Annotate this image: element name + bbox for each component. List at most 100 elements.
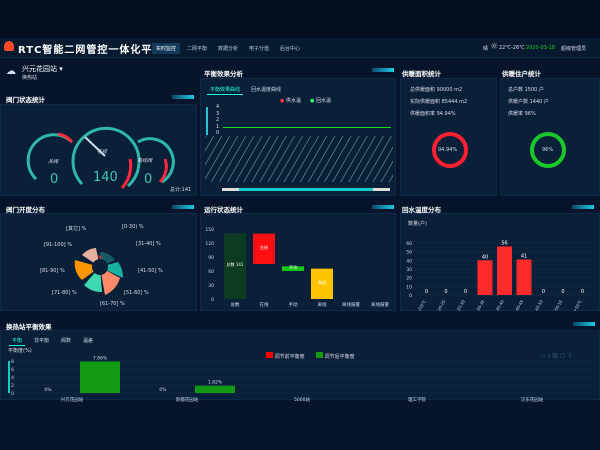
nav-analysis[interactable]: 数据分析 (218, 46, 239, 52)
panel-decoration (372, 205, 394, 209)
y-tick: 30 (208, 283, 214, 289)
bar-label: 在线 (260, 244, 268, 250)
x-tick: 离线 (318, 301, 327, 308)
y-tick: 4 (11, 375, 14, 381)
nav-realtime[interactable]: 实时监控 (152, 43, 181, 54)
rose-label: [41-50] % (138, 268, 163, 274)
user-menu[interactable]: 超级管理员 (561, 46, 587, 52)
legend-swatch (316, 352, 323, 358)
y-tick: 6 (11, 367, 14, 373)
y-tick: 0 (211, 297, 214, 303)
y-tick: 2 (11, 383, 14, 389)
x-tick: 45-50 (534, 299, 544, 311)
panel-decoration (573, 322, 595, 326)
rose-label: [其它] % (66, 226, 87, 232)
bar-value: 56 (501, 240, 507, 246)
y-tick: 50 (406, 250, 412, 256)
bar (253, 233, 275, 264)
tab-balance-curve[interactable]: 平衡效果曲线 (207, 85, 244, 95)
balance-title: 平衡效果分析 (204, 70, 243, 78)
station-select[interactable]: 兴元花园站 ▾ (22, 65, 63, 73)
bar (497, 246, 512, 295)
x-tick: 40-45 (514, 299, 524, 311)
y-tick: 60 (406, 241, 412, 247)
cloud-icon: ☁ (6, 66, 16, 77)
nav-admin[interactable]: 后台中心 (280, 46, 301, 52)
bar-value: 0% (159, 387, 167, 393)
rose-chart (74, 248, 124, 295)
return-temp-title: 回水温度分布 (402, 206, 441, 214)
chart-toolbox-icons[interactable]: ▭ ⤓ ▥ ▢ ⇩ (540, 352, 573, 359)
legend-supply-label: 供水温 (285, 98, 301, 104)
x-tick: 25-30 (456, 299, 466, 311)
nav-score[interactable]: 电子分值 (249, 46, 270, 52)
y-tick: 40 (406, 258, 412, 264)
legend-return-label: 回水温 (315, 98, 331, 104)
rose-label: [61-70] % (100, 301, 125, 307)
gauge-center-alarm (120, 158, 133, 190)
y-tick: 120 (205, 241, 214, 247)
gauge-label-closed: 关阀 (48, 159, 59, 165)
gauge-right-arc (137, 137, 175, 184)
bar-value: 40 (482, 254, 488, 260)
households-donut-label: 96% (542, 147, 554, 153)
x-tick: 新都花园站 (176, 396, 199, 403)
bar-value: 0 (464, 289, 467, 295)
y-tick: 0 (11, 391, 14, 397)
tab-return-temp[interactable]: 回水温度曲线 (251, 87, 282, 93)
bar (80, 361, 120, 393)
bar-value: 1.82% (208, 380, 223, 386)
x-tick: 离线报警 (342, 301, 360, 308)
x-tick: 50-55 (553, 299, 563, 311)
legend-dot-icon: ● (280, 98, 285, 104)
x-zoom-slider[interactable] (222, 188, 390, 191)
balance-line (223, 127, 391, 128)
y-tick: 8 (11, 359, 14, 365)
app-title: RTC智能二网管控一体化平台 (18, 45, 164, 56)
station-balance-title: 换热站平衡效果 (6, 323, 52, 331)
x-tick: 兴元花园站 (61, 396, 84, 403)
tab-unbalanced[interactable]: 非平衡 (34, 338, 50, 344)
station-name: 兴元花园站 (22, 65, 57, 73)
rose-label: [91-100] % (44, 242, 72, 248)
legend-supply: ● 供水温 (280, 97, 301, 104)
y-tick: 150 (205, 227, 214, 233)
panel-decoration (172, 205, 194, 209)
area-row: 实际供暖面积 85444 m2 (410, 99, 468, 105)
valve-total: 总计:141 (170, 187, 192, 193)
area-donut (432, 132, 468, 168)
nav-balance[interactable]: 二网平衡 (187, 46, 208, 52)
bar (311, 268, 333, 299)
rose-label: [81-90] % (40, 268, 65, 274)
households-title: 供暖住户统计 (502, 70, 541, 78)
opening-title: 阀门开度分布 (6, 206, 45, 214)
y-tick: 0 (409, 293, 412, 299)
x-tick: 理工学院 (408, 396, 426, 403)
households-row: 供暖户数 1440 户 (508, 99, 549, 105)
households-row: 供暖率 96% (508, 111, 536, 117)
households-donut (530, 132, 566, 168)
top-bar (0, 0, 600, 38)
bar-value: 0 (444, 289, 447, 295)
gauge-right-alarm (158, 158, 168, 184)
bar-value: 0 (542, 289, 545, 295)
bar (224, 233, 246, 299)
legend-return: ● 回水温 (310, 97, 331, 104)
bar (195, 385, 235, 393)
y-zoom-slider[interactable] (206, 107, 208, 135)
rose-label: [0-30) % (122, 224, 144, 230)
bar-value: 0 (561, 289, 564, 295)
station-sub: 换热站 (22, 75, 38, 81)
x-tick: 在线 (260, 301, 269, 308)
tab-temp-diff[interactable]: 温差 (83, 338, 94, 344)
date: 2020-03-18 (526, 45, 556, 51)
tab-valves[interactable]: 阀数 (61, 338, 72, 344)
y-zoom-slider (8, 361, 10, 393)
header (0, 38, 600, 58)
legend-before: 调节前平衡度 (266, 352, 305, 360)
tab-balanced[interactable]: 平衡 (9, 336, 26, 346)
bar-label: 手动 (289, 264, 297, 270)
x-tick: 离线报警 (371, 301, 389, 308)
weather-label: 晴 (483, 46, 489, 52)
